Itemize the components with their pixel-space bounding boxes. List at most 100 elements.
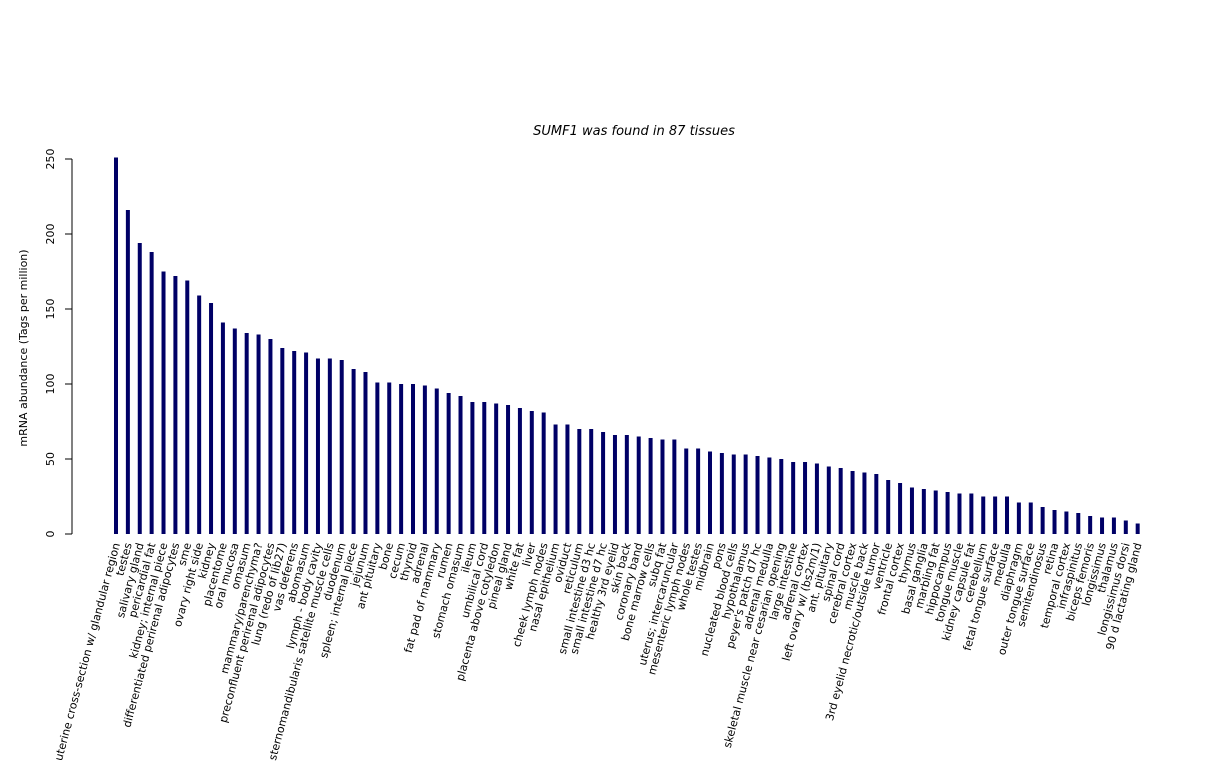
bar: [814, 463, 819, 534]
bar: [767, 457, 772, 534]
bar: [648, 438, 653, 534]
y-tick-label: 50: [44, 452, 57, 466]
bar: [1123, 520, 1128, 534]
bars-group: [114, 157, 1140, 534]
bar: [363, 372, 368, 534]
bar: [957, 493, 962, 534]
bar: [256, 334, 261, 534]
y-tick-label: 200: [44, 224, 57, 245]
bar: [993, 496, 998, 534]
bar: [351, 369, 356, 534]
bar: [909, 487, 914, 534]
bar: [933, 490, 938, 534]
bar: [1100, 517, 1105, 534]
bar: [327, 358, 332, 534]
bar: [529, 411, 534, 534]
category-labels: uterine cross-section w/ glandular regio…: [52, 541, 1144, 762]
bar: [149, 252, 154, 534]
bar: [482, 402, 487, 534]
bar: [743, 454, 748, 534]
bar: [838, 468, 843, 534]
bar: [850, 471, 855, 534]
bar: [791, 462, 796, 534]
bar: [541, 412, 546, 534]
bar: [446, 393, 451, 534]
bar: [921, 489, 926, 534]
bar: [1064, 511, 1069, 534]
bar: [292, 351, 297, 534]
bar: [399, 384, 404, 534]
bar: [315, 358, 320, 534]
bar: [339, 360, 344, 534]
bar: [517, 408, 522, 534]
bar: [898, 483, 903, 534]
bar: [458, 396, 463, 534]
bar: [886, 480, 891, 534]
bar: [874, 474, 879, 534]
bar: [1040, 507, 1045, 534]
bar: [589, 429, 594, 534]
y-tick-label: 150: [44, 299, 57, 320]
bar: [220, 322, 225, 534]
bar: [601, 432, 606, 534]
bar: [1005, 496, 1009, 534]
bar: [1076, 513, 1081, 534]
bar: [1135, 523, 1140, 534]
bar: [803, 462, 808, 534]
bar: [945, 492, 950, 534]
bar: [1088, 516, 1093, 534]
x-tick-label: liver: [520, 541, 539, 568]
bar: [969, 493, 974, 534]
y-tick-label: 250: [44, 149, 57, 170]
x-tick-label: sme: [176, 541, 195, 567]
bar: [826, 466, 831, 534]
y-tick-label: 100: [44, 374, 57, 395]
bar: [232, 328, 237, 534]
bar: [862, 472, 867, 534]
bar: [280, 348, 285, 534]
bar: [411, 384, 415, 534]
bar: [387, 382, 392, 534]
bar: [173, 276, 178, 534]
bar: [434, 388, 439, 534]
y-tick-label: 0: [44, 531, 57, 538]
bar: [755, 456, 760, 534]
bar: [375, 382, 380, 534]
bar: [731, 454, 736, 534]
bar: [1028, 502, 1033, 534]
bar: [565, 424, 570, 534]
bar: [1016, 502, 1021, 534]
x-tick-label: uterine cross-section w/ glandular regio…: [52, 541, 123, 762]
bar: [268, 339, 273, 534]
bar: [684, 448, 689, 534]
chart-title: SUMF1 was found in 87 tissues: [533, 124, 735, 139]
bar: [696, 448, 701, 534]
bar: [137, 243, 142, 534]
bar: [304, 352, 309, 534]
bar: [612, 435, 617, 534]
y-axis: 0 50 100 150 200 250: [44, 149, 73, 538]
bar: [672, 439, 677, 534]
bar: [660, 439, 665, 534]
bar: [624, 435, 629, 534]
bar: [1111, 517, 1116, 534]
y-axis-label: mRNA abundance (Tags per million): [17, 249, 30, 446]
bar: [577, 429, 582, 534]
bar: [636, 436, 641, 534]
bar: [209, 303, 214, 534]
bar: [719, 453, 724, 534]
bar: [244, 333, 249, 534]
bar: [161, 271, 166, 534]
bar: [708, 451, 712, 534]
bar: [981, 496, 986, 534]
bar: [422, 385, 427, 534]
bar: [197, 295, 202, 534]
bar: [1052, 510, 1057, 534]
bar: [553, 424, 558, 534]
bar: [470, 402, 475, 534]
bar: [779, 459, 784, 534]
bar: [506, 405, 511, 534]
bar: [125, 210, 130, 534]
bar: [185, 280, 190, 534]
